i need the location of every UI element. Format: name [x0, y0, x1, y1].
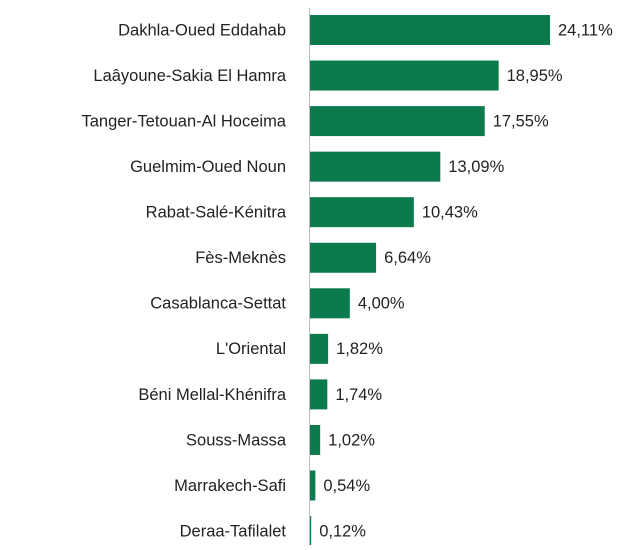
- value-label: 1,74%: [335, 386, 382, 404]
- bar: [310, 106, 485, 137]
- value-label: 1,02%: [328, 431, 375, 449]
- category-label: Casablanca-Settat: [150, 295, 286, 313]
- bar: [310, 151, 441, 182]
- category-label: Rabat-Salé-Kénitra: [146, 204, 287, 222]
- bar: [310, 424, 321, 455]
- category-label: Deraa-Tafilalet: [180, 522, 287, 540]
- bar: [310, 288, 350, 319]
- category-label: Marrakech-Safi: [174, 477, 286, 495]
- value-label: 4,00%: [358, 295, 405, 313]
- category-label: Souss-Massa: [186, 431, 287, 449]
- value-label: 24,11%: [558, 21, 613, 39]
- category-label: Tanger-Tetouan-Al Hoceima: [81, 112, 286, 130]
- value-label: 10,43%: [422, 204, 478, 222]
- value-label: 18,95%: [507, 67, 563, 85]
- bar: [310, 60, 499, 91]
- value-label: 6,64%: [384, 249, 431, 267]
- value-label: 13,09%: [448, 158, 504, 176]
- value-label: 17,55%: [493, 112, 549, 130]
- bar: [310, 333, 329, 364]
- value-label: 0,12%: [319, 522, 366, 540]
- bar: [310, 516, 312, 547]
- value-label: 0,54%: [323, 477, 370, 495]
- value-label: 1,82%: [336, 340, 383, 358]
- category-label: L'Oriental: [216, 340, 286, 358]
- bar: [310, 379, 328, 410]
- bar: [310, 197, 414, 228]
- bar: [310, 15, 550, 45]
- bar: [310, 242, 377, 273]
- category-label: Guelmim-Oued Noun: [130, 158, 286, 176]
- category-label: Laâyoune-Sakia El Hamra: [93, 67, 286, 85]
- category-label: Béni Mellal-Khénifra: [138, 386, 286, 404]
- category-label: Dakhla-Oued Eddahab: [118, 21, 286, 39]
- bar: [310, 470, 316, 501]
- category-label: Fès-Meknès: [195, 249, 286, 267]
